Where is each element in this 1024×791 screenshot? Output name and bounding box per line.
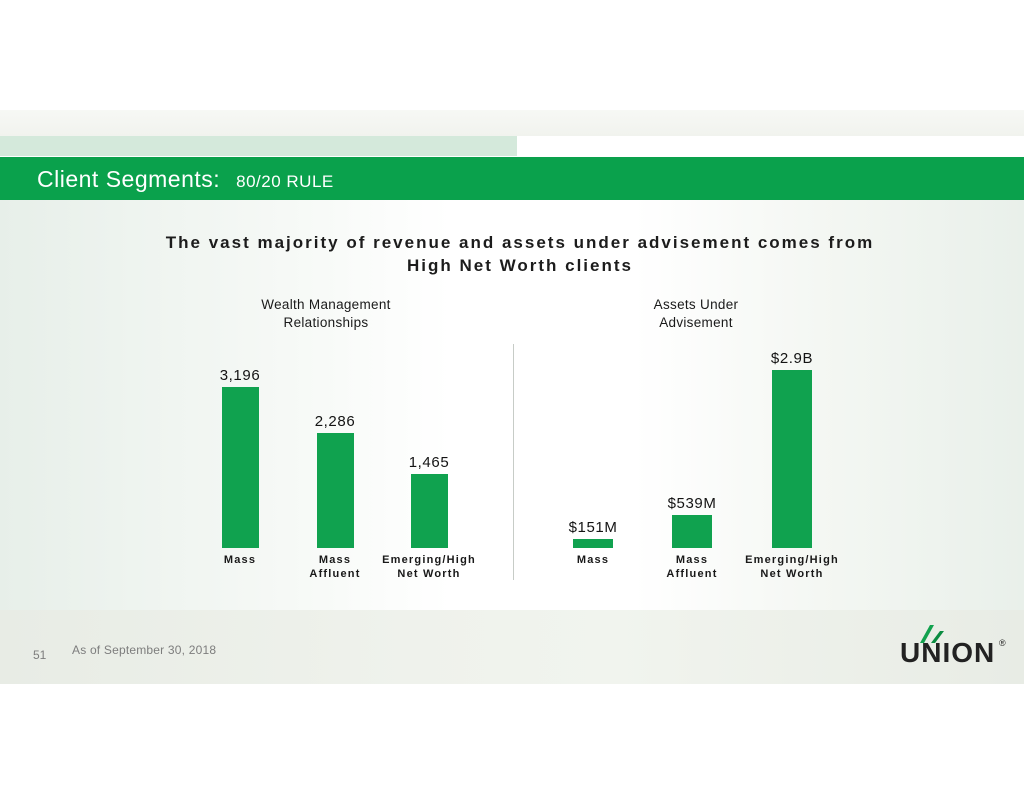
bar-group-mass-affluent-relationships: 2,286 Mass Affluent bbox=[270, 344, 400, 581]
page-title-suffix: 80/20 RULE bbox=[236, 172, 334, 191]
title-bar: Client Segments: 80/20 RULE bbox=[0, 157, 1024, 200]
page-title: Client Segments: bbox=[37, 166, 221, 192]
top-gradient-band bbox=[0, 110, 1024, 136]
bar-mass-relationships bbox=[221, 387, 259, 548]
bar-value-label: $151M bbox=[568, 519, 618, 536]
bar-value-label: 1,465 bbox=[408, 454, 450, 471]
bar-stack: 1,465 bbox=[364, 344, 494, 548]
bar-group-emerging-assets: $2.9B Emerging/High Net Worth bbox=[727, 344, 857, 581]
bar-group-mass-relationships: 3,196 Mass bbox=[175, 344, 305, 568]
category-label: Emerging/High Net Worth bbox=[382, 554, 476, 580]
headline-text: The vast majority of revenue and assets … bbox=[165, 233, 875, 275]
bar-group-mass-assets: $151M Mass bbox=[528, 344, 658, 568]
category-label: Mass Affluent bbox=[309, 554, 361, 580]
bar-stack: 2,286 bbox=[270, 344, 400, 548]
bar-value-label: 2,286 bbox=[314, 413, 356, 430]
union-logo-leaf-icon bbox=[920, 625, 944, 643]
light-green-accent-band bbox=[0, 136, 517, 156]
bar-mass-affluent-assets bbox=[672, 515, 712, 548]
content-area: The vast majority of revenue and assets … bbox=[0, 200, 1024, 610]
chart-divider-line bbox=[513, 344, 514, 580]
registered-trademark: ® bbox=[999, 638, 1006, 648]
category-label: Mass bbox=[576, 554, 610, 566]
footnote: As of September 30, 2018 bbox=[72, 643, 217, 657]
union-logo-text: UNION bbox=[900, 637, 996, 668]
bar-value-label: $2.9B bbox=[770, 350, 814, 367]
bar-value-label: 3,196 bbox=[219, 367, 261, 384]
page-number: 51 bbox=[33, 648, 47, 662]
bar-stack: $539M bbox=[627, 344, 757, 548]
bar-group-emerging-relationships: 1,465 Emerging/High Net Worth bbox=[364, 344, 494, 581]
bar-stack: $2.9B bbox=[727, 344, 857, 548]
bar-mass-assets bbox=[573, 539, 613, 548]
footer-band: 51 As of September 30, 2018 UNION ® bbox=[0, 610, 1024, 684]
category-label: Mass bbox=[223, 554, 257, 566]
bar-value-label: $539M bbox=[667, 495, 717, 512]
chart-title-relationships: Wealth Management Relationships bbox=[261, 297, 391, 330]
chart-title-assets: Assets Under Advisement bbox=[653, 297, 739, 330]
category-label: Mass Affluent bbox=[666, 554, 718, 580]
category-label: Emerging/High Net Worth bbox=[745, 554, 839, 580]
bar-stack: $151M bbox=[528, 344, 658, 548]
bar-group-mass-affluent-assets: $539M Mass Affluent bbox=[627, 344, 757, 581]
bar-stack: 3,196 bbox=[175, 344, 305, 548]
union-logo: UNION ® bbox=[900, 623, 1012, 669]
bar-emerging-relationships bbox=[410, 474, 448, 548]
bar-emerging-assets bbox=[772, 370, 812, 548]
bar-mass-affluent-relationships bbox=[316, 433, 354, 548]
